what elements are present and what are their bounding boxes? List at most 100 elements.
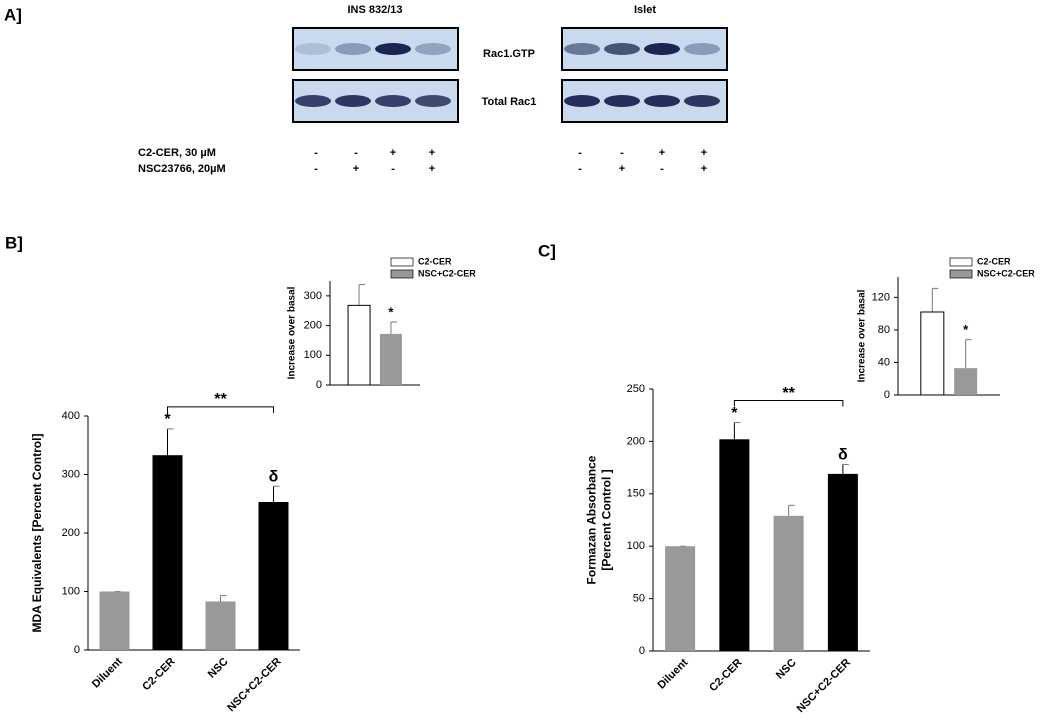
y-tick-label: 0 xyxy=(639,645,645,657)
y-tick-label: 0 xyxy=(316,379,322,391)
bracket-label: ** xyxy=(214,391,227,408)
blot-band xyxy=(415,95,451,107)
blot-band xyxy=(684,43,720,55)
x-tick-label: NSC xyxy=(206,656,231,681)
bar xyxy=(665,546,696,651)
y-tick-label: 300 xyxy=(62,468,80,480)
treatment-sign: - xyxy=(354,147,358,159)
treatment-sign: - xyxy=(314,147,318,159)
y-tick-label: 50 xyxy=(633,593,645,605)
blot-band xyxy=(604,43,640,55)
y-tick-label: 150 xyxy=(627,488,645,500)
y-tick-label: 40 xyxy=(878,356,890,368)
bar-label: * xyxy=(963,322,969,337)
bar-label: δ xyxy=(838,447,848,464)
x-tick-label: Diluent xyxy=(90,655,125,690)
treatment-sign: - xyxy=(391,163,395,175)
blot-band xyxy=(335,43,371,55)
blot-row-label: Rac1.GTP xyxy=(483,48,535,60)
y-axis-label: Increase over basal xyxy=(857,289,868,382)
blot-group-title: INS 832/13 xyxy=(347,4,402,16)
legend-label: NSC+C2-CER xyxy=(418,268,476,278)
legend-label: NSC+C2-CER xyxy=(977,268,1035,278)
bar xyxy=(379,333,402,385)
treatment-sign: - xyxy=(314,163,318,175)
treatment-sign: + xyxy=(429,147,435,159)
treatment-sign: + xyxy=(390,147,396,159)
y-tick-label: 100 xyxy=(62,585,80,597)
y-axis-label: Increase over basal xyxy=(287,286,298,379)
legend-swatch xyxy=(949,269,973,279)
treatment-sign: + xyxy=(353,163,359,175)
blot-band xyxy=(644,43,680,55)
blot-band xyxy=(564,95,600,107)
bar-label: * xyxy=(164,411,171,428)
treatment-sign: + xyxy=(619,163,625,175)
bar-label: δ xyxy=(269,468,279,485)
bar xyxy=(258,501,289,650)
treatment-label: NSC23766, 20µM xyxy=(138,163,226,175)
bar xyxy=(954,368,978,395)
y-tick-label: 120 xyxy=(872,291,890,303)
blot-band xyxy=(375,43,411,55)
x-tick-label: NSC xyxy=(774,657,799,682)
blot-band xyxy=(295,43,331,55)
panel-label: A] xyxy=(4,5,22,24)
bar xyxy=(827,473,858,651)
blot-band xyxy=(415,43,451,55)
panel-label: B] xyxy=(5,233,23,252)
panel-label: C] xyxy=(538,241,556,260)
legend-label: C2-CER xyxy=(418,256,452,266)
blot-band xyxy=(295,95,331,107)
legend-swatch xyxy=(390,257,414,267)
bar xyxy=(152,455,183,650)
y-tick-label: 200 xyxy=(304,319,322,331)
y-axis-label: MDA Equivalents [Percent Control] xyxy=(30,434,44,633)
treatment-sign: - xyxy=(578,147,582,159)
x-tick-label: NSC+C2-CER xyxy=(795,657,853,715)
treatment-sign: - xyxy=(620,147,624,159)
legend-label: C2-CER xyxy=(977,256,1011,266)
treatment-sign: - xyxy=(578,163,582,175)
x-tick-label: Diluent xyxy=(655,656,690,691)
bar xyxy=(205,601,236,650)
y-tick-label: 200 xyxy=(627,435,645,447)
x-tick-label: NSC+C2-CER xyxy=(225,656,283,714)
blot-band xyxy=(684,95,720,107)
legend-swatch xyxy=(949,257,973,267)
blot-band xyxy=(564,43,600,55)
blot-row-label: Total Rac1 xyxy=(482,96,537,108)
blot-band xyxy=(335,95,371,107)
y-tick-label: 300 xyxy=(304,290,322,302)
y-tick-label: 100 xyxy=(627,540,645,552)
y-tick-label: 80 xyxy=(878,324,890,336)
y-tick-label: 250 xyxy=(627,383,645,395)
treatment-sign: + xyxy=(659,147,665,159)
treatment-sign: + xyxy=(701,147,707,159)
significance-bracket xyxy=(733,400,844,407)
blot-band xyxy=(644,95,680,107)
y-tick-label: 200 xyxy=(62,527,80,539)
treatment-sign: - xyxy=(660,163,664,175)
y-tick-label: 400 xyxy=(62,410,80,422)
y-axis-label: [Percent Control ] xyxy=(600,469,614,570)
y-axis-label: Formazan Absorbance xyxy=(585,455,599,584)
y-tick-label: 0 xyxy=(884,389,890,401)
y-tick-label: 100 xyxy=(304,349,322,361)
blot-band xyxy=(604,95,640,107)
significance-bracket xyxy=(167,406,274,413)
bracket-label: ** xyxy=(782,385,795,402)
bar xyxy=(347,304,371,386)
blot-group-title: Islet xyxy=(634,4,656,16)
x-tick-label: C2-CER xyxy=(707,657,744,694)
x-tick-label: C2-CER xyxy=(140,656,177,693)
bar-label: * xyxy=(388,304,394,319)
blot-band xyxy=(375,95,411,107)
bar xyxy=(719,439,750,651)
bar-label: * xyxy=(731,405,738,422)
bar xyxy=(920,311,945,396)
bar xyxy=(99,591,130,650)
treatment-sign: + xyxy=(701,163,707,175)
y-tick-label: 0 xyxy=(74,644,80,656)
